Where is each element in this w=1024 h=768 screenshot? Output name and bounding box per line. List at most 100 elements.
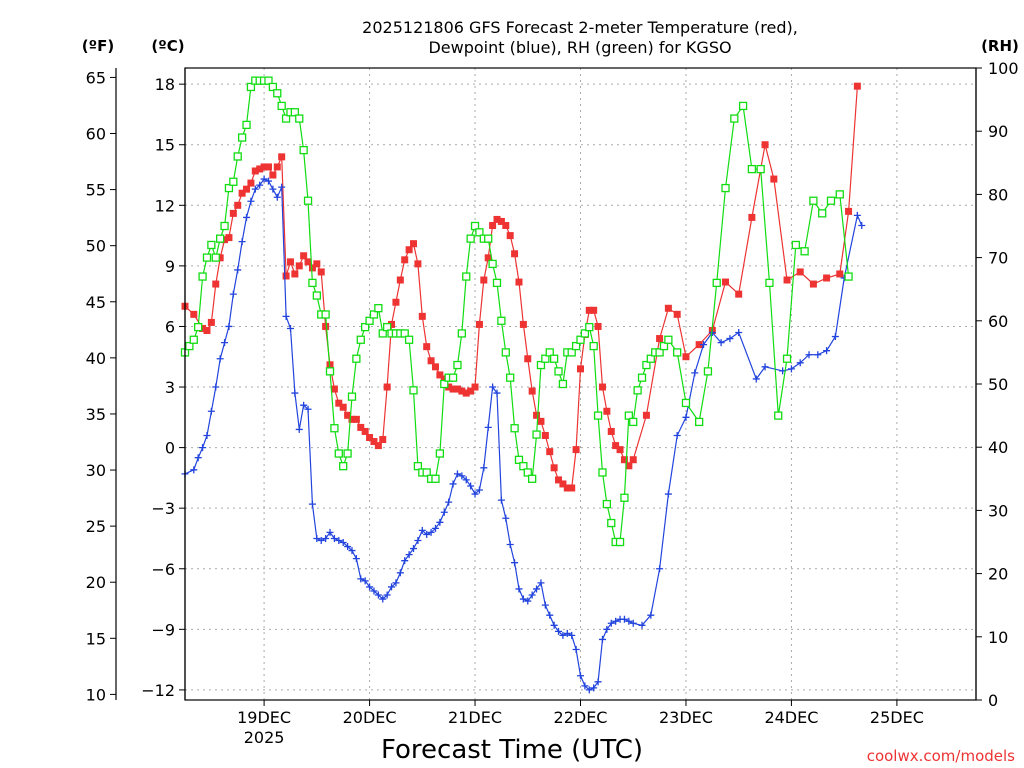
rh-point bbox=[844, 272, 853, 281]
temperature-point bbox=[234, 201, 242, 209]
dewpoint-point bbox=[322, 534, 330, 542]
rh-point bbox=[523, 468, 532, 477]
temperature-point bbox=[546, 448, 554, 456]
dewpoint-point bbox=[234, 266, 242, 274]
dewpoint-point bbox=[330, 534, 338, 542]
temperature-point bbox=[256, 165, 264, 173]
rh-point bbox=[488, 259, 497, 269]
dewpoint-point bbox=[598, 635, 606, 643]
tick-label-rh: 10 bbox=[988, 628, 1008, 647]
temperature-point bbox=[216, 254, 224, 262]
dewpoint-point bbox=[453, 470, 461, 478]
temperature-point bbox=[203, 326, 211, 334]
temperature-point bbox=[410, 240, 418, 248]
rh-point bbox=[303, 196, 313, 205]
rh-point bbox=[273, 89, 282, 98]
tick-label-date: 23DEC bbox=[659, 708, 713, 727]
dewpoint-point bbox=[370, 587, 378, 595]
rh-point bbox=[818, 209, 827, 218]
temperature-point bbox=[555, 476, 563, 484]
temperature-point bbox=[264, 163, 272, 171]
dewpoint-point bbox=[853, 211, 861, 219]
dewpoint-point bbox=[603, 625, 611, 633]
dewpoint-point bbox=[207, 407, 215, 415]
rh-point bbox=[448, 373, 458, 382]
rh-point bbox=[382, 322, 392, 332]
tick-label-date: 24DEC bbox=[764, 708, 818, 727]
rh-point bbox=[365, 316, 374, 325]
temperature-point bbox=[761, 141, 769, 149]
temperature-point bbox=[572, 446, 580, 454]
rh-point bbox=[681, 398, 691, 408]
rh-point bbox=[756, 164, 765, 174]
rh-point bbox=[664, 335, 673, 344]
rh-point bbox=[545, 348, 554, 357]
tick-label-fahrenheit: 50 bbox=[86, 237, 106, 256]
dewpoint-point bbox=[273, 193, 281, 201]
dewpoint-point bbox=[374, 591, 382, 599]
dewpoint-point bbox=[317, 536, 325, 544]
gridlines bbox=[185, 68, 976, 700]
tick-label-celsius: 12 bbox=[155, 196, 175, 215]
tick-label-fahrenheit: 45 bbox=[86, 293, 106, 312]
dewpoint-point bbox=[814, 351, 822, 359]
dewpoint-point bbox=[418, 526, 426, 534]
temperature-point bbox=[431, 363, 439, 371]
rh-point bbox=[765, 278, 774, 288]
rh-point bbox=[695, 417, 704, 427]
dewpoint-point bbox=[295, 425, 303, 433]
watermark: coolwx.com/models bbox=[867, 747, 1015, 765]
rh-point bbox=[589, 341, 598, 351]
rh-point bbox=[576, 335, 585, 344]
temperature-point bbox=[467, 387, 475, 395]
rh-point bbox=[462, 272, 471, 281]
rh-point bbox=[646, 354, 655, 363]
rh-point bbox=[492, 278, 502, 288]
tick-label-celsius: 6 bbox=[165, 317, 175, 336]
dewpoint-point bbox=[199, 444, 207, 452]
rh-point bbox=[607, 518, 616, 528]
temperature-point bbox=[304, 258, 312, 266]
temperature-point bbox=[453, 385, 461, 393]
rh-point bbox=[321, 310, 330, 319]
temperature-point bbox=[537, 417, 545, 425]
temperature-point bbox=[388, 320, 396, 328]
temperature-point bbox=[664, 304, 672, 312]
temperature-point bbox=[352, 415, 360, 423]
rh-point bbox=[211, 253, 220, 262]
dewpoint-point bbox=[221, 339, 229, 347]
dewpoint-point bbox=[431, 524, 439, 532]
temperature-point bbox=[484, 254, 492, 262]
temperature-point bbox=[722, 278, 730, 286]
rh-point bbox=[185, 341, 194, 351]
temperature-point bbox=[199, 324, 207, 332]
temperature-point bbox=[308, 264, 316, 272]
temperature-point bbox=[392, 298, 400, 306]
rh-point bbox=[602, 499, 612, 509]
dewpoint-point bbox=[752, 375, 760, 383]
dewpoint-point bbox=[379, 595, 387, 603]
temperature-point bbox=[845, 207, 853, 215]
dewpoint-point bbox=[519, 595, 527, 603]
dewpoint-point bbox=[436, 518, 444, 526]
rh-point bbox=[290, 108, 300, 117]
dewpoint-point bbox=[445, 498, 453, 506]
temperature-point bbox=[528, 387, 536, 395]
dewpoint-point bbox=[489, 383, 497, 391]
dewpoint-point bbox=[796, 359, 804, 367]
tick-label-rh: 50 bbox=[988, 375, 1008, 394]
temperature-point bbox=[770, 175, 778, 183]
dewpoint-point bbox=[594, 678, 602, 686]
rh-point bbox=[299, 146, 308, 155]
tick-label-celsius: 15 bbox=[155, 136, 175, 155]
temperature-point bbox=[853, 82, 861, 90]
temperature-point bbox=[735, 290, 743, 298]
rh-point bbox=[835, 190, 844, 199]
rh-point bbox=[194, 322, 203, 332]
temperature-point bbox=[221, 236, 229, 244]
rh-point bbox=[620, 493, 629, 502]
rh-point bbox=[567, 348, 576, 357]
dewpoint-point bbox=[440, 508, 448, 516]
tick-label-rh: 20 bbox=[988, 565, 1008, 584]
rh-point bbox=[541, 354, 550, 363]
